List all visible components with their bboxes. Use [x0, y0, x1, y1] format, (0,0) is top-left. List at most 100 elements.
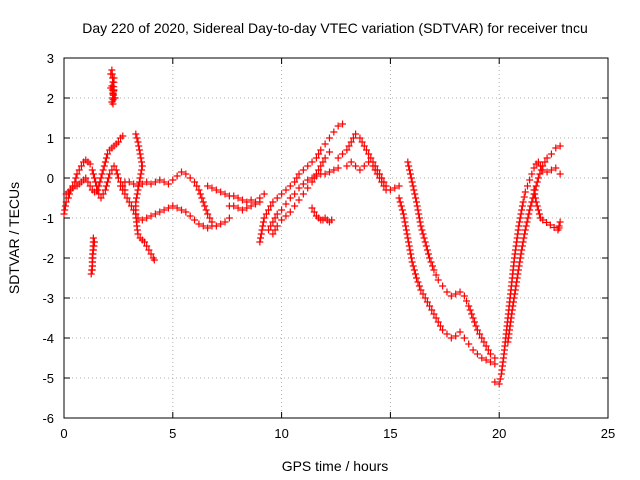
data-point: [543, 168, 551, 176]
data-point: [552, 144, 560, 152]
data-point: [282, 200, 290, 208]
data-point: [412, 194, 420, 202]
data-point: [460, 334, 468, 342]
data-point: [517, 210, 525, 218]
data-point: [119, 132, 127, 140]
data-point: [143, 214, 151, 222]
data-point: [415, 214, 423, 222]
data-point: [398, 206, 406, 214]
data-point: [523, 218, 531, 226]
data-point: [102, 154, 110, 162]
data-point: [86, 182, 94, 190]
data-point: [104, 150, 112, 158]
data-point: [286, 182, 294, 190]
data-point: [134, 186, 142, 194]
data-point: [410, 186, 418, 194]
data-point: [496, 375, 504, 383]
data-point: [555, 224, 563, 232]
data-point: [476, 330, 484, 338]
data-point: [137, 154, 145, 162]
data-point: [141, 238, 149, 246]
data-point: [401, 218, 409, 226]
data-point: [72, 174, 80, 182]
data-point: [173, 204, 181, 212]
data-point: [473, 350, 481, 358]
data-point: [243, 198, 251, 206]
data-point: [486, 358, 494, 366]
data-point: [349, 134, 357, 142]
data-point: [528, 170, 536, 178]
data-point: [527, 202, 535, 210]
data-point: [426, 254, 434, 262]
data-point: [133, 190, 141, 198]
data-point: [257, 234, 265, 242]
data-point: [110, 162, 118, 170]
data-point: [286, 208, 294, 216]
data-point: [199, 222, 207, 230]
data-point: [521, 226, 529, 234]
data-point: [173, 172, 181, 180]
chart-title: Day 220 of 2020, Sidereal Day-to-day VTE…: [82, 20, 588, 36]
data-point: [403, 230, 411, 238]
data-point: [308, 158, 316, 166]
data-point: [147, 180, 155, 188]
data-point: [397, 202, 405, 210]
data-point: [257, 230, 265, 238]
data-point: [260, 214, 268, 222]
data-point: [371, 166, 379, 174]
data-point: [518, 242, 526, 250]
data-point: [135, 178, 143, 186]
data-point: [546, 221, 554, 229]
data-point: [267, 202, 275, 210]
data-point: [310, 208, 318, 216]
data-point: [195, 186, 203, 194]
data-point: [396, 198, 404, 206]
data-point: [273, 194, 281, 202]
data-point: [521, 188, 529, 196]
data-point: [105, 174, 113, 182]
data-point: [186, 174, 194, 182]
data-point: [99, 190, 107, 198]
data-point: [328, 216, 336, 224]
data-point: [110, 74, 118, 82]
y-tick-label: -4: [42, 331, 54, 346]
data-point: [102, 182, 110, 190]
data-point: [325, 168, 333, 176]
y-tick-label: -6: [42, 411, 54, 426]
y-tick-label: -1: [42, 211, 54, 226]
data-point: [208, 222, 216, 230]
data-point: [406, 170, 414, 178]
data-point: [295, 170, 303, 178]
data-point: [408, 258, 416, 266]
data-point: [119, 186, 127, 194]
data-point: [150, 256, 158, 264]
data-point: [221, 190, 229, 198]
data-point: [399, 210, 407, 218]
data-point: [456, 288, 464, 296]
data-point: [156, 176, 164, 184]
data-point: [406, 166, 414, 174]
data-point: [434, 276, 442, 284]
data-point: [514, 266, 522, 274]
data-point: [137, 170, 145, 178]
data-point: [439, 282, 447, 290]
data-point: [520, 234, 528, 242]
data-point: [265, 206, 273, 214]
data-point: [533, 178, 541, 186]
data-point: [513, 278, 521, 286]
data-point: [98, 170, 106, 178]
data-point: [282, 212, 290, 220]
data-point: [416, 218, 424, 226]
plot-frame: [63, 57, 609, 419]
data-point: [101, 158, 109, 166]
data-point: [101, 186, 109, 194]
data-point: [93, 186, 101, 194]
data-point: [321, 154, 329, 162]
data-point: [308, 204, 316, 212]
data-point: [278, 216, 286, 224]
data-point: [304, 176, 312, 184]
data-point: [447, 334, 455, 342]
data-point: [407, 174, 415, 182]
data-point: [515, 222, 523, 230]
